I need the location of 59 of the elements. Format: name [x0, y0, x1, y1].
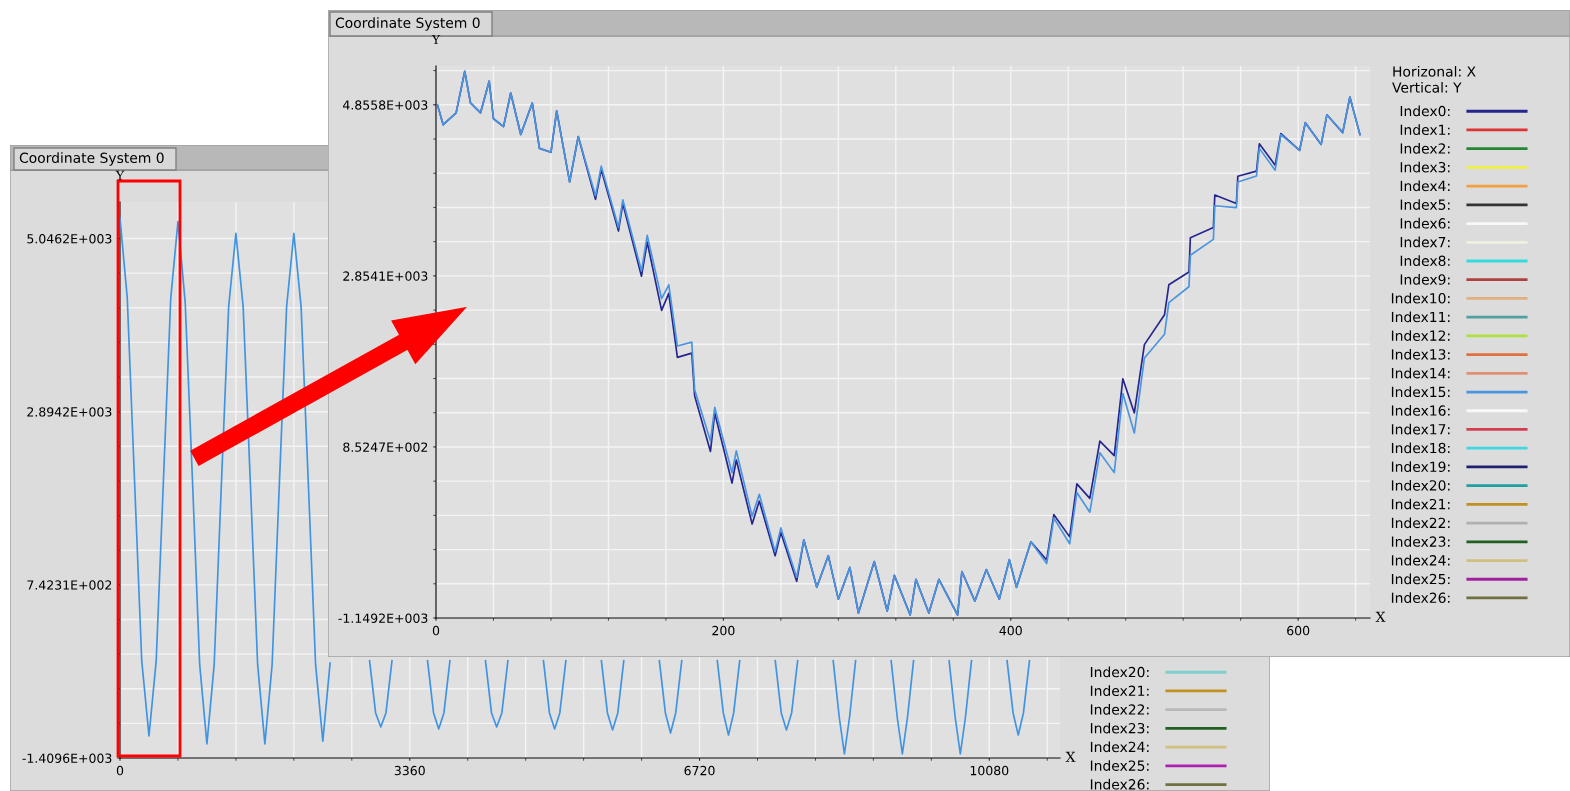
- y-tick-label: -1.4096E+003: [22, 753, 112, 763]
- legend-label: Index24:: [1391, 554, 1450, 566]
- legend-label: Index1:: [1400, 124, 1450, 136]
- x-tick-label: 10080: [970, 765, 1009, 776]
- legend-label: Index0:: [1400, 105, 1450, 117]
- y-tick-label: 5.0462E+003: [27, 233, 112, 244]
- legend-label: Index22:: [1090, 703, 1149, 715]
- y-tick-label: 2.8942E+003: [27, 407, 112, 417]
- legend-label: Index26:: [1090, 778, 1149, 790]
- legend-label: Index9:: [1400, 274, 1450, 285]
- legend-label: Index6:: [1400, 217, 1450, 229]
- legend-label: Index16:: [1391, 405, 1450, 416]
- legend-label: Index14:: [1391, 367, 1450, 379]
- x-tick-label: 600: [1287, 625, 1310, 636]
- legend-label: Index26:: [1391, 592, 1450, 604]
- x-axis-title: X: [1065, 751, 1076, 762]
- legend-label: Index4:: [1400, 180, 1450, 192]
- legend-label: Index22:: [1391, 517, 1450, 529]
- chart-title: Coordinate System 0: [19, 152, 164, 166]
- x-tick-label: 400: [999, 625, 1022, 636]
- y-tick-label: 4.8558E+003: [343, 100, 428, 110]
- x-tick-label: 6720: [684, 765, 715, 776]
- legend-label: Index10:: [1391, 292, 1450, 304]
- y-tick-label: 8.5247E+002: [343, 442, 428, 452]
- legend-label: Index23:: [1391, 536, 1450, 547]
- legend-label: Index13:: [1391, 348, 1450, 360]
- x-axis-title: X: [1375, 611, 1386, 622]
- text: Horizonal: X: [1393, 66, 1476, 77]
- x-tick-label: 200: [712, 625, 735, 636]
- legend-label: Index24:: [1090, 741, 1149, 753]
- chart-title: Coordinate System 0: [335, 17, 480, 31]
- legend-label: Index17:: [1391, 423, 1450, 435]
- legend-label: Index2:: [1400, 142, 1450, 154]
- legend-label: Index11:: [1391, 311, 1450, 323]
- legend-label: Index21:: [1391, 498, 1450, 510]
- x-tick-label: 0: [116, 765, 124, 776]
- text: Vertical: Y: [1392, 82, 1462, 93]
- legend-label: Index12:: [1391, 330, 1450, 341]
- y-tick-label: 2.8541E+003: [343, 271, 428, 281]
- x-tick-label: 0: [432, 625, 440, 636]
- y-axis-title: Y: [115, 170, 125, 180]
- y-tick-label: 7.4231E+002: [27, 580, 112, 590]
- legend-label: Index7:: [1400, 236, 1450, 248]
- y-axis-title: Y: [431, 34, 441, 45]
- legend-label: Index15:: [1391, 386, 1450, 398]
- line-series: [436, 70, 1361, 616]
- legend-label: Index25:: [1391, 573, 1450, 585]
- legend-label: Index19:: [1391, 461, 1450, 472]
- legend-label: Index8:: [1400, 255, 1450, 267]
- legend-label: Index18:: [1391, 442, 1450, 454]
- legend-label: Index21:: [1090, 685, 1149, 697]
- legend-label: Index3:: [1400, 161, 1450, 173]
- legend-label: Index20:: [1391, 479, 1450, 491]
- legend-label: Index20:: [1090, 666, 1149, 678]
- x-tick-label: 3360: [394, 765, 425, 776]
- legend-label: Index5:: [1400, 199, 1450, 210]
- legend-label: Index25:: [1090, 760, 1149, 771]
- legend-label: Index23:: [1090, 722, 1149, 734]
- y-tick-label: -1.1492E+003: [338, 613, 428, 623]
